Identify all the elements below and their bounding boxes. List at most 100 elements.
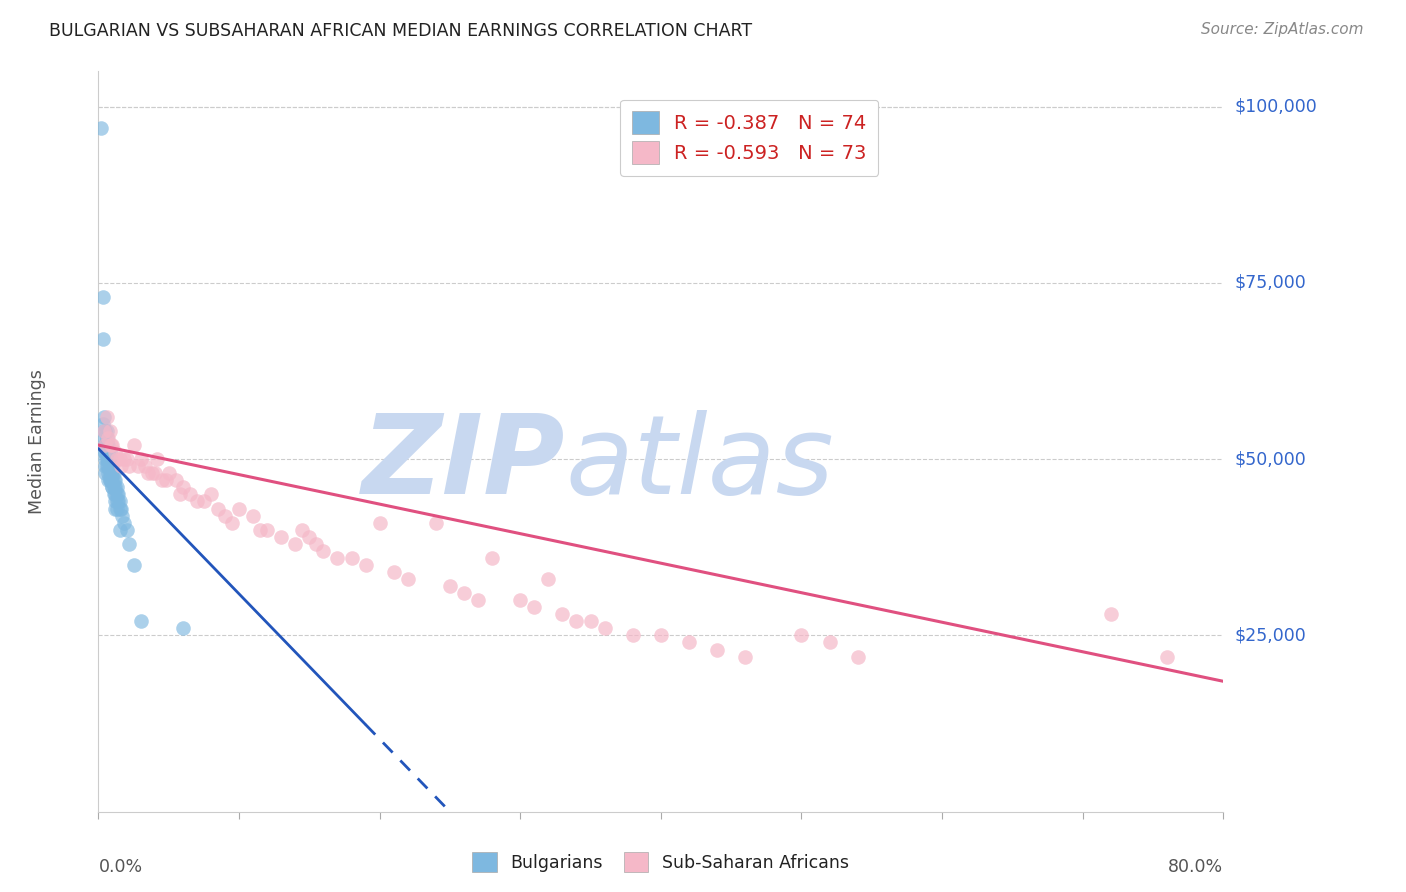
Text: BULGARIAN VS SUBSAHARAN AFRICAN MEDIAN EARNINGS CORRELATION CHART: BULGARIAN VS SUBSAHARAN AFRICAN MEDIAN E…: [49, 22, 752, 40]
Point: [129, 452, 152, 467]
Point: [122, 558, 145, 572]
Point: [818, 635, 841, 649]
Point: [93, 445, 115, 459]
Point: [94, 467, 117, 481]
Legend: Bulgarians, Sub-Saharan Africans: Bulgarians, Sub-Saharan Africans: [465, 845, 856, 879]
Point: [98, 467, 121, 481]
Point: [98, 445, 121, 459]
Point: [97, 438, 120, 452]
Point: [523, 600, 546, 615]
Point: [94, 438, 117, 452]
Point: [97, 467, 120, 481]
Point: [108, 501, 131, 516]
Point: [256, 523, 278, 537]
Text: atlas: atlas: [565, 410, 834, 517]
Point: [228, 501, 250, 516]
Point: [146, 452, 169, 467]
Text: 80.0%: 80.0%: [1168, 857, 1223, 876]
Point: [98, 459, 121, 474]
Point: [221, 516, 243, 530]
Point: [104, 494, 127, 508]
Point: [96, 431, 118, 445]
Point: [101, 473, 124, 487]
Point: [105, 480, 128, 494]
Point: [97, 452, 120, 467]
Point: [91, 417, 114, 431]
Text: Source: ZipAtlas.com: Source: ZipAtlas.com: [1201, 22, 1364, 37]
Point: [101, 480, 124, 494]
Point: [368, 516, 391, 530]
Point: [134, 459, 156, 474]
Point: [165, 473, 187, 487]
Point: [98, 473, 121, 487]
Point: [326, 550, 349, 565]
Point: [425, 516, 447, 530]
Point: [1156, 649, 1178, 664]
Point: [90, 120, 112, 135]
Point: [193, 494, 215, 508]
Point: [340, 550, 363, 565]
Point: [305, 537, 328, 551]
Point: [537, 572, 560, 586]
Point: [115, 523, 138, 537]
Point: [97, 431, 120, 445]
Point: [93, 424, 115, 438]
Legend: R = -0.387   N = 74, R = -0.593   N = 73: R = -0.387 N = 74, R = -0.593 N = 73: [620, 100, 879, 176]
Point: [551, 607, 574, 622]
Point: [108, 494, 131, 508]
Point: [650, 628, 672, 642]
Point: [179, 487, 201, 501]
Point: [172, 480, 194, 494]
Point: [186, 494, 208, 508]
Point: [105, 452, 128, 467]
Point: [103, 480, 125, 494]
Point: [100, 467, 122, 481]
Point: [143, 467, 166, 481]
Point: [565, 615, 588, 629]
Point: [96, 452, 118, 467]
Point: [105, 487, 128, 501]
Point: [734, 649, 756, 664]
Point: [91, 332, 114, 346]
Point: [122, 438, 145, 452]
Point: [101, 459, 124, 474]
Point: [104, 487, 127, 501]
Point: [100, 438, 122, 452]
Point: [249, 523, 271, 537]
Text: $50,000: $50,000: [1234, 450, 1306, 468]
Point: [284, 537, 307, 551]
Point: [111, 508, 134, 523]
Point: [129, 615, 152, 629]
Point: [105, 501, 128, 516]
Point: [118, 537, 141, 551]
Point: [846, 649, 869, 664]
Point: [104, 445, 127, 459]
Point: [110, 459, 132, 474]
Point: [104, 480, 127, 494]
Point: [91, 290, 114, 304]
Point: [94, 459, 117, 474]
Point: [93, 424, 115, 438]
Point: [108, 523, 131, 537]
Point: [94, 445, 117, 459]
Point: [105, 494, 128, 508]
Text: Median Earnings: Median Earnings: [28, 369, 45, 514]
Point: [94, 424, 117, 438]
Point: [98, 473, 121, 487]
Point: [270, 530, 292, 544]
Point: [110, 501, 132, 516]
Point: [481, 550, 503, 565]
Point: [98, 459, 121, 474]
Point: [100, 473, 122, 487]
Point: [141, 467, 163, 481]
Point: [509, 593, 531, 607]
Point: [100, 459, 122, 474]
Point: [100, 459, 122, 474]
Point: [706, 642, 728, 657]
Point: [107, 494, 129, 508]
Point: [118, 459, 141, 474]
Point: [678, 635, 700, 649]
Point: [112, 516, 135, 530]
Point: [97, 459, 120, 474]
Point: [467, 593, 489, 607]
